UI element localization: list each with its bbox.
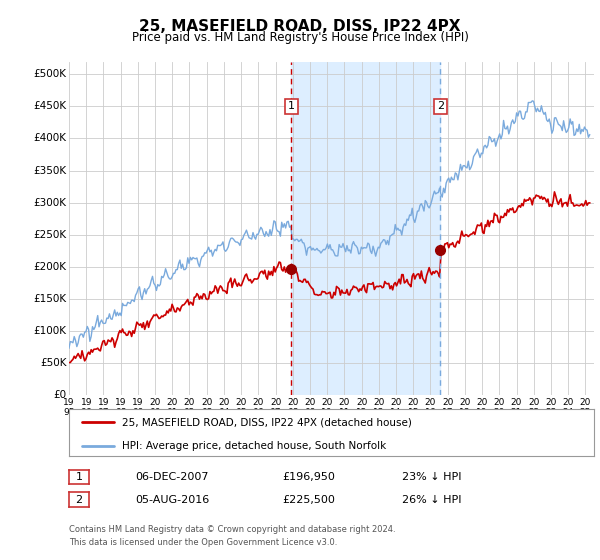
- Text: £350K: £350K: [33, 166, 67, 175]
- Text: £450K: £450K: [33, 101, 67, 111]
- Text: £196,950: £196,950: [282, 472, 335, 482]
- Bar: [292, 62, 440, 395]
- Text: £100K: £100K: [34, 326, 67, 336]
- Text: 23% ↓ HPI: 23% ↓ HPI: [402, 472, 461, 482]
- Text: £200K: £200K: [34, 262, 67, 272]
- Text: 2: 2: [437, 101, 444, 111]
- Text: 25, MASEFIELD ROAD, DISS, IP22 4PX (detached house): 25, MASEFIELD ROAD, DISS, IP22 4PX (deta…: [121, 417, 412, 427]
- Text: £50K: £50K: [40, 358, 67, 368]
- Text: Contains HM Land Registry data © Crown copyright and database right 2024.
This d: Contains HM Land Registry data © Crown c…: [69, 525, 395, 547]
- Text: £250K: £250K: [33, 230, 67, 240]
- Text: 06-DEC-2007: 06-DEC-2007: [135, 472, 209, 482]
- Text: 1: 1: [76, 472, 82, 482]
- Text: £400K: £400K: [34, 133, 67, 143]
- Text: £300K: £300K: [34, 198, 67, 208]
- Text: £500K: £500K: [34, 69, 67, 80]
- Text: 26% ↓ HPI: 26% ↓ HPI: [402, 494, 461, 505]
- Text: 1: 1: [288, 101, 295, 111]
- Text: Price paid vs. HM Land Registry's House Price Index (HPI): Price paid vs. HM Land Registry's House …: [131, 31, 469, 44]
- Text: £150K: £150K: [33, 293, 67, 304]
- Text: £0: £0: [53, 390, 67, 400]
- Text: £225,500: £225,500: [282, 494, 335, 505]
- Text: 2: 2: [76, 494, 82, 505]
- Text: HPI: Average price, detached house, South Norfolk: HPI: Average price, detached house, Sout…: [121, 441, 386, 451]
- Text: 25, MASEFIELD ROAD, DISS, IP22 4PX: 25, MASEFIELD ROAD, DISS, IP22 4PX: [139, 19, 461, 34]
- Text: 05-AUG-2016: 05-AUG-2016: [135, 494, 209, 505]
